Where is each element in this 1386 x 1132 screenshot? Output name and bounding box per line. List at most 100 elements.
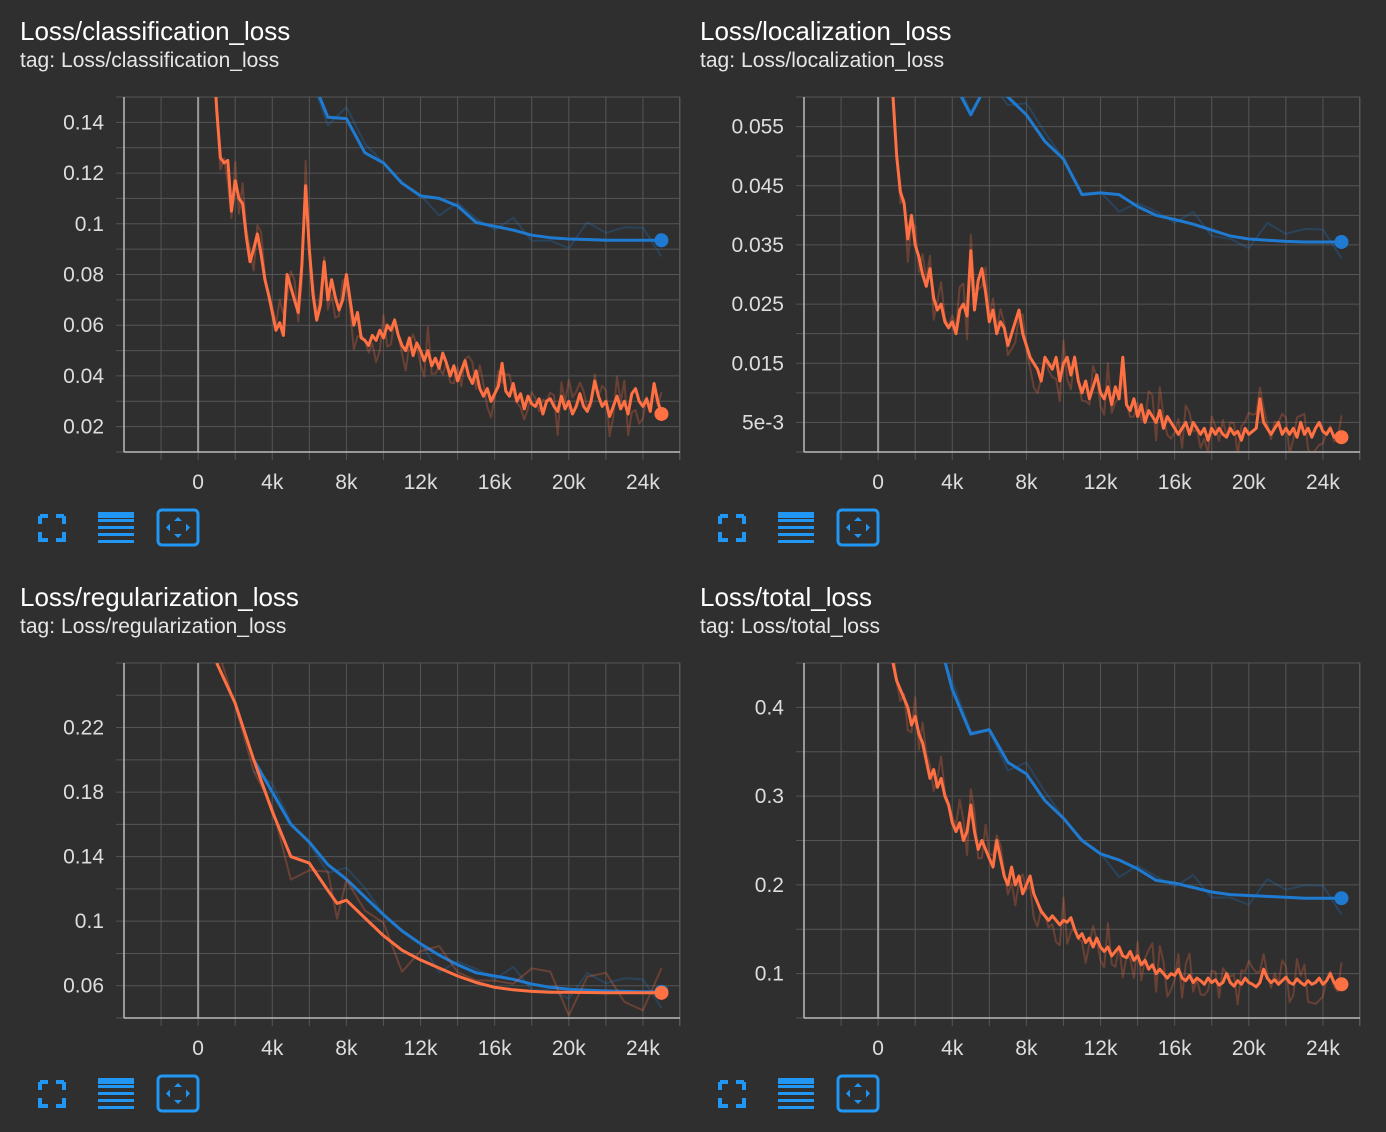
y-tick-label: 0.4	[755, 696, 785, 719]
fullscreen-icon	[710, 1074, 754, 1114]
fullscreen-button[interactable]	[30, 1074, 74, 1114]
y-tick-label: 5e-3	[742, 411, 784, 434]
series-group	[893, 50, 1342, 456]
list-icon-bar	[98, 1106, 134, 1109]
list-icon	[94, 1074, 138, 1114]
x-tick-label: 16k	[478, 1037, 512, 1060]
grid-lines	[796, 663, 1360, 1026]
fullscreen-icon-shape	[40, 1082, 64, 1106]
fit-domain-frame	[838, 510, 878, 545]
series-endpoint-orange	[1334, 430, 1348, 444]
fit-domain-button[interactable]	[836, 1074, 880, 1114]
fit-domain-arrows	[166, 517, 190, 538]
toggle-log-scale-button[interactable]	[774, 1074, 818, 1114]
x-tick-label: 4k	[261, 1037, 284, 1060]
fullscreen-button[interactable]	[710, 1074, 754, 1114]
list-icon-bar	[778, 512, 814, 518]
y-tick-label: 0.1	[75, 910, 104, 933]
x-tick-label: 8k	[335, 471, 358, 494]
y-tick-label: 0.06	[63, 314, 104, 337]
list-icon-bar	[778, 1092, 814, 1095]
y-tick-label: 0.2	[755, 874, 784, 897]
line-chart-localization-loss[interactable]: 0 4k 8k 12k 16k 20k 24k 5e-3 0.015 0.025 0.035 0.04…	[680, 0, 1360, 510]
fullscreen-icon	[30, 508, 74, 548]
x-tick-label: 24k	[1306, 1037, 1340, 1060]
x-tick-label: 0	[192, 471, 204, 494]
y-tick-label: 0.035	[731, 234, 784, 257]
x-tick-label: 4k	[941, 471, 964, 494]
y-tick-label: 0.18	[63, 781, 104, 804]
y-tick-label: 0.3	[755, 785, 784, 808]
fit-domain-icon	[156, 508, 200, 548]
x-tick-label: 8k	[1015, 1037, 1038, 1060]
list-icon-bar	[778, 533, 814, 536]
list-icon-bar	[98, 512, 134, 518]
series-endpoint-orange	[1334, 977, 1348, 991]
list-icon	[774, 508, 818, 548]
line-chart-total-loss[interactable]: 0 4k 8k 12k 16k 20k 24k 0.1 0.2 0.3 0.4	[680, 566, 1360, 1076]
list-icon-bar	[98, 533, 134, 536]
list-icon-bar	[98, 526, 134, 529]
toggle-log-scale-button[interactable]	[774, 508, 818, 548]
x-tick-label: 20k	[552, 1037, 586, 1060]
series-raw-orange	[213, 29, 662, 436]
fit-domain-frame	[838, 1076, 878, 1111]
x-tick-label: 20k	[1232, 471, 1266, 494]
line-chart-classification-loss[interactable]: 0 4k 8k 12k 16k 20k 24k 0.02 0.04 0.06 0.08 0.1 0.12…	[0, 0, 680, 510]
x-tick-label: 16k	[1158, 471, 1192, 494]
chart-card-regularization-loss: Loss/regularization_loss tag: Loss/regula…	[0, 566, 680, 1132]
fullscreen-icon-shape	[40, 516, 64, 540]
list-icon-bar	[778, 1106, 814, 1109]
fit-domain-arrows	[166, 1083, 190, 1104]
fullscreen-button[interactable]	[710, 508, 754, 548]
series-line-orange	[893, 97, 1342, 440]
x-tick-label: 12k	[404, 471, 438, 494]
grid-lines	[116, 97, 680, 460]
toggle-log-scale-button[interactable]	[94, 508, 138, 548]
x-tick-label: 8k	[1015, 471, 1038, 494]
series-raw-orange	[893, 80, 1342, 456]
fit-domain-arrows	[846, 1083, 870, 1104]
y-tick-label: 0.02	[63, 416, 104, 439]
list-icon-bar	[98, 519, 134, 522]
y-tick-label: 0.04	[63, 365, 104, 388]
y-tick-label: 0.025	[731, 293, 784, 316]
list-icon-bar	[778, 1078, 814, 1084]
y-tick-label: 0.1	[75, 213, 104, 236]
fit-domain-button[interactable]	[156, 508, 200, 548]
series-line-orange	[213, 46, 662, 416]
fit-domain-frame	[158, 1076, 198, 1111]
toggle-log-scale-button[interactable]	[94, 1074, 138, 1114]
list-icon-bar	[98, 1092, 134, 1095]
y-tick-label: 0.1	[755, 963, 784, 986]
y-tick-label: 0.14	[63, 111, 104, 134]
x-tick-label: 0	[872, 1037, 884, 1060]
fit-domain-arrows	[846, 517, 870, 538]
series-endpoint-blue	[1334, 891, 1348, 905]
fit-domain-frame	[158, 510, 198, 545]
line-chart-regularization-loss[interactable]: 0 4k 8k 12k 16k 20k 24k 0.06 0.1 0.14 0.18 0.22	[0, 566, 680, 1076]
series-endpoint-blue	[654, 233, 668, 247]
list-icon-bar	[98, 1078, 134, 1084]
series-group	[213, 0, 662, 436]
x-tick-label: 16k	[478, 471, 512, 494]
x-tick-label: 12k	[1084, 471, 1118, 494]
series-group	[893, 619, 1342, 1005]
x-tick-label: 20k	[552, 471, 586, 494]
y-tick-label: 0.08	[63, 264, 104, 287]
y-tick-label: 0.22	[63, 717, 104, 740]
x-tick-label: 12k	[404, 1037, 438, 1060]
x-tick-label: 24k	[626, 471, 660, 494]
fit-domain-button[interactable]	[836, 508, 880, 548]
y-tick-label: 0.015	[731, 352, 784, 375]
y-tick-label: 0.055	[731, 116, 784, 139]
fullscreen-button[interactable]	[30, 508, 74, 548]
fullscreen-icon	[710, 508, 754, 548]
fit-domain-icon	[156, 1074, 200, 1114]
fullscreen-icon	[30, 1074, 74, 1114]
fullscreen-icon-shape	[720, 1082, 744, 1106]
list-icon-bar	[778, 519, 814, 522]
fit-domain-button[interactable]	[156, 1074, 200, 1114]
list-icon-bar	[98, 1085, 134, 1088]
list-icon-bar	[98, 1099, 134, 1102]
